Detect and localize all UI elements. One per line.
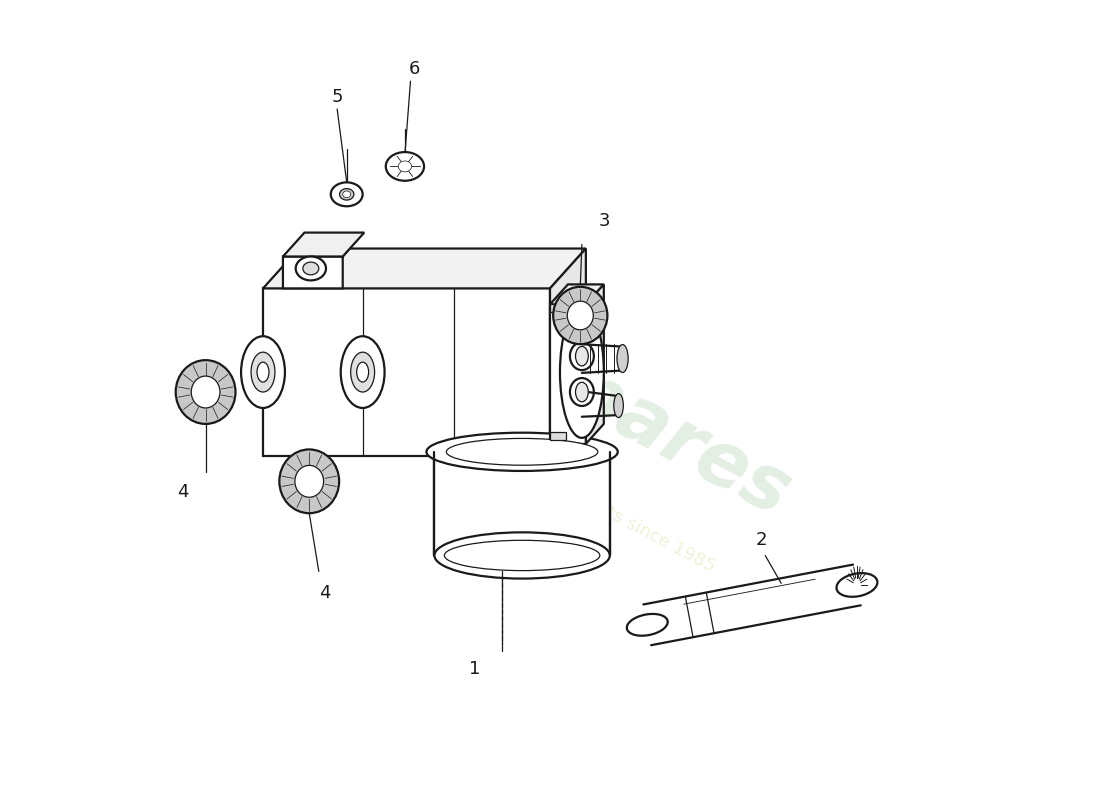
- Ellipse shape: [351, 352, 375, 392]
- Ellipse shape: [191, 376, 220, 408]
- Ellipse shape: [302, 262, 319, 275]
- Ellipse shape: [575, 346, 589, 366]
- Text: euroSpares: euroSpares: [333, 236, 802, 532]
- Polygon shape: [550, 304, 565, 312]
- Ellipse shape: [575, 382, 589, 402]
- Ellipse shape: [568, 301, 593, 330]
- Ellipse shape: [296, 257, 326, 281]
- Text: a passion for parts since 1985: a passion for parts since 1985: [470, 432, 718, 575]
- Ellipse shape: [331, 182, 363, 206]
- Ellipse shape: [560, 306, 604, 438]
- Text: 5: 5: [331, 88, 343, 106]
- Ellipse shape: [343, 191, 351, 198]
- Ellipse shape: [627, 614, 668, 636]
- Polygon shape: [434, 452, 609, 555]
- Polygon shape: [550, 304, 586, 444]
- Ellipse shape: [398, 161, 411, 172]
- Text: 6: 6: [409, 60, 420, 78]
- Text: 1: 1: [469, 660, 480, 678]
- Ellipse shape: [614, 394, 624, 418]
- Ellipse shape: [570, 342, 594, 370]
- Polygon shape: [586, 285, 604, 444]
- Ellipse shape: [295, 466, 323, 498]
- Polygon shape: [550, 285, 604, 304]
- Ellipse shape: [356, 362, 369, 382]
- Text: 4: 4: [319, 584, 331, 602]
- Ellipse shape: [836, 573, 878, 597]
- Polygon shape: [550, 432, 565, 440]
- Ellipse shape: [241, 336, 285, 408]
- Ellipse shape: [570, 378, 594, 406]
- Text: 4: 4: [177, 482, 189, 501]
- Ellipse shape: [279, 450, 339, 514]
- Ellipse shape: [341, 336, 385, 408]
- Polygon shape: [263, 288, 550, 456]
- Ellipse shape: [257, 362, 270, 382]
- Ellipse shape: [340, 189, 354, 200]
- Ellipse shape: [434, 532, 609, 578]
- Text: 3: 3: [598, 212, 611, 230]
- Polygon shape: [263, 249, 586, 288]
- Polygon shape: [283, 233, 359, 288]
- Ellipse shape: [553, 286, 607, 344]
- Ellipse shape: [617, 345, 628, 373]
- Ellipse shape: [447, 438, 597, 466]
- Polygon shape: [550, 249, 586, 456]
- Polygon shape: [283, 233, 364, 257]
- Ellipse shape: [386, 152, 424, 181]
- Ellipse shape: [176, 360, 235, 424]
- Ellipse shape: [444, 540, 600, 570]
- Text: 2: 2: [756, 530, 767, 549]
- Ellipse shape: [251, 352, 275, 392]
- Ellipse shape: [427, 433, 618, 471]
